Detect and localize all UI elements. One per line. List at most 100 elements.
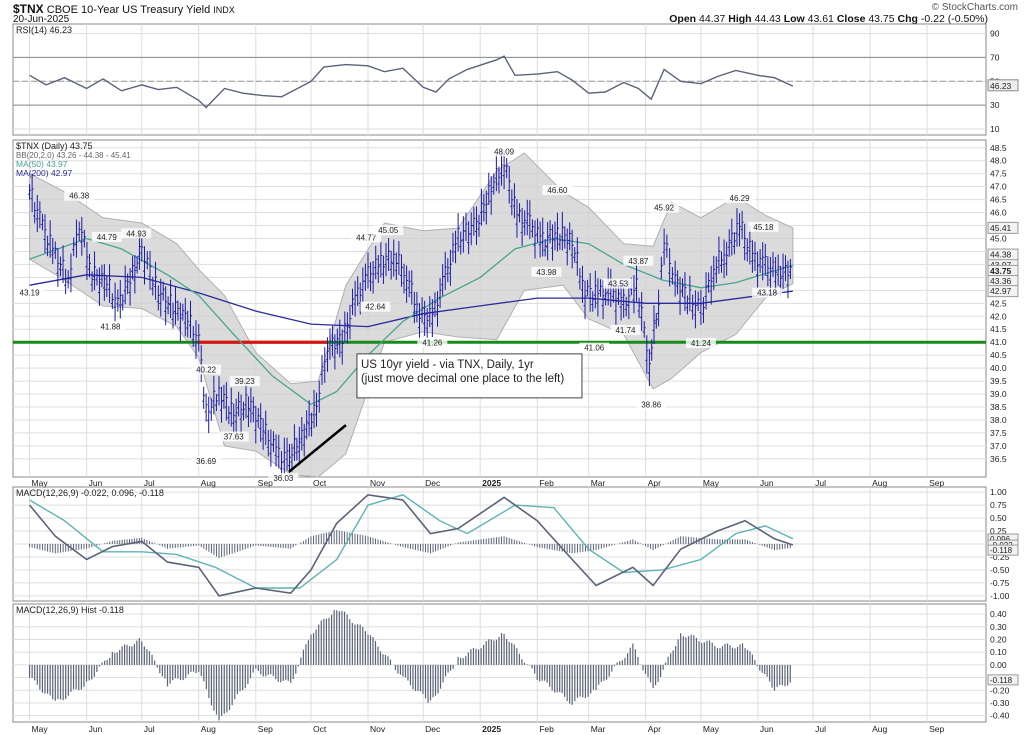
- trend-line: [288, 424, 347, 473]
- price-label-bg: [14, 287, 45, 298]
- panel-frame-rsi: [12, 23, 987, 136]
- macd-legend: MACD(12,26,9) -0.022, 0.096, -0.118: [16, 488, 164, 498]
- annotation-line-2: (just move decimal one place to the left…: [361, 373, 564, 385]
- price-ytick-label: 42.5: [990, 298, 1007, 308]
- price-value-label: 37.63: [224, 433, 245, 442]
- macd-line: [28, 493, 794, 597]
- hist-xtick-label: Feb: [539, 724, 554, 734]
- chg-label: Chg: [897, 13, 918, 25]
- price-ytick-label: 45.0: [990, 234, 1007, 244]
- price-xtick-label: Feb: [539, 478, 554, 488]
- price-legend: $TNX (Daily) 43.75: [16, 141, 93, 151]
- price-xtick-label: Sep: [258, 478, 273, 488]
- price-ytick-label: 48.0: [990, 156, 1007, 166]
- price-value-label: 41.24: [691, 339, 712, 348]
- price-xtick-label: Sep: [929, 478, 944, 488]
- price-right-label: 42.97: [990, 286, 1012, 296]
- price-ytick-label: 38.0: [990, 415, 1007, 425]
- price-value-label: 39.23: [235, 377, 256, 386]
- price-ytick-label: 38.5: [990, 402, 1007, 412]
- hist-xtick-label: Jun: [760, 724, 774, 734]
- annotation-line-1: US 10yr yield - via TNX, Daily, 1yr: [361, 359, 534, 371]
- high-value: 44.43: [754, 13, 781, 25]
- hist-ytick-label: -0.40: [990, 711, 1010, 721]
- price-xtick-label: Nov: [370, 478, 386, 488]
- price-label-bg: [649, 202, 680, 213]
- chg-value: -0.22 (-0.50%): [920, 13, 988, 25]
- price-ytick-label: 47.0: [990, 182, 1007, 192]
- price-label-bg: [748, 221, 779, 232]
- open-label: Open: [669, 13, 697, 25]
- price-xtick-label: 2025: [482, 478, 501, 488]
- chart-header: $TNX CBOE 10-Year US Treasury Yield INDX: [13, 2, 235, 16]
- rsi-ytick-label: 10: [990, 124, 1000, 134]
- price-value-label: 48.09: [494, 147, 515, 156]
- macd-right-label: 0.096: [990, 535, 1011, 544]
- price-label-bg: [229, 376, 260, 387]
- macd-ytick-label: -0.50: [990, 565, 1010, 575]
- annotation-box: [356, 353, 583, 399]
- price-value-label: 41.74: [615, 326, 636, 335]
- price-label-bg: [603, 278, 634, 289]
- price-value-label: 43.98: [536, 268, 557, 277]
- price-value-label: 43.19: [20, 288, 41, 297]
- hist-xtick-label: Aug: [872, 724, 887, 734]
- hist-ytick-label: 0.00: [990, 660, 1007, 670]
- hist-ytick-label: 0.30: [990, 622, 1007, 632]
- ma200-legend: MA(200) 42.97: [16, 168, 72, 178]
- price-value-label: 41.06: [584, 344, 605, 353]
- hist-xtick-label: Jul: [144, 724, 155, 734]
- macd-ytick-label: 1.00: [990, 487, 1007, 497]
- price-label-bg: [95, 321, 126, 332]
- price-label-bg: [724, 193, 755, 204]
- hist-xtick-label: Oct: [313, 724, 327, 734]
- price-right-label: 43.75: [990, 266, 1012, 276]
- hist-xtick-label: May: [32, 724, 49, 734]
- price-label-bg: [373, 225, 404, 236]
- price-value-label: 43.87: [628, 257, 649, 266]
- price-xtick-label: Mar: [591, 478, 606, 488]
- hist-ytick-label: 0.40: [990, 609, 1007, 619]
- price-right-label: 44.38: [990, 250, 1012, 260]
- hist-legend: MACD(12,26,9) Hist -0.118: [16, 605, 124, 615]
- price-value-label: 40.22: [196, 365, 217, 374]
- ma50-legend: MA(50) 43.97: [16, 159, 68, 169]
- low-value: 43.61: [807, 13, 834, 25]
- bollinger-band: [29, 152, 794, 478]
- price-ytick-label: 36.5: [990, 454, 1007, 464]
- price-xtick-label: Apr: [648, 478, 661, 488]
- instrument-name: CBOE 10-Year US Treasury Yield: [46, 4, 211, 16]
- price-xtick-label: Jun: [760, 478, 774, 488]
- price-label-bg: [268, 473, 299, 484]
- price-value-label: 44.77: [356, 233, 377, 242]
- price-ytick-label: 48.5: [990, 143, 1007, 153]
- close-value: 43.75: [868, 13, 895, 25]
- rsi-current-label: 46.23: [990, 81, 1012, 91]
- price-value-label: 43.53: [608, 280, 629, 289]
- high-label: High: [728, 13, 752, 25]
- price-label-bg: [752, 287, 783, 298]
- price-ytick-label: 41.0: [990, 337, 1007, 347]
- price-right-label: 43.36: [990, 276, 1012, 286]
- price-label-bg: [489, 146, 520, 157]
- rsi-legend: RSI(14) 46.23: [16, 25, 72, 35]
- price-label-bg: [91, 231, 122, 242]
- price-value-label: 43.18: [757, 289, 778, 298]
- macd-right-box: [987, 544, 1019, 556]
- hist-xtick-label: Dec: [425, 724, 441, 734]
- hist-xtick-label: Mar: [591, 724, 606, 734]
- hist-ytick-label: -0.20: [990, 685, 1010, 695]
- price-label-bg: [360, 301, 391, 312]
- price-xtick-label: Dec: [425, 478, 441, 488]
- macd-ytick-label: -0.75: [990, 578, 1010, 588]
- hist-xtick-label: Nov: [370, 724, 386, 734]
- hist-xtick-label: Apr: [648, 724, 661, 734]
- hist-ytick-label: 0.10: [990, 647, 1007, 657]
- price-value-label: 41.88: [100, 322, 121, 331]
- price-ytick-label: 47.5: [990, 169, 1007, 179]
- credit: © StockCharts.com: [931, 2, 1018, 13]
- open-value: 44.37: [699, 13, 726, 25]
- price-value-label: 42.64: [365, 303, 386, 312]
- price-right-box: [987, 221, 1019, 234]
